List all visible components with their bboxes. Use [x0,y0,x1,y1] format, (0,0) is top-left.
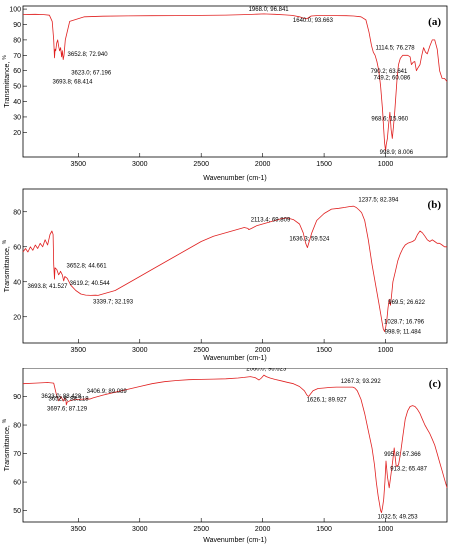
x-tick-label: 2500 [193,526,209,533]
peak-annotation: 1114.5; 76.278 [375,46,415,52]
peak-annotation: 913.2; 65.487 [390,466,427,472]
y-tick-label: 20 [13,314,21,321]
peak-annotation: 3697.6; 87.129 [47,407,88,413]
panel-label: (c) [429,378,442,390]
x-tick-label: 2500 [193,161,209,168]
peak-annotation: 3693.8; 41.527 [27,284,68,290]
peak-annotation: 1636.3; 59.524 [289,237,330,243]
y-axis-unit: % [2,418,8,423]
x-tick-label: 1000 [378,347,394,354]
y-tick-label: 80 [13,423,21,430]
y-axis-label: Transmittance, % [2,239,11,292]
y-tick-label: 60 [13,244,21,251]
peak-annotation: 1626.1; 89.927 [307,398,348,404]
x-tick-label: 3000 [132,347,148,354]
peak-annotation: 790.2; 63.641 [371,69,408,75]
x-tick-label: 1500 [316,347,332,354]
peak-annotation: 3693.8; 68.414 [52,80,93,86]
y-tick-label: 50 [13,84,21,91]
spectrum-line [22,13,448,152]
y-tick-label: 70 [13,451,21,458]
peak-annotation: 1028.7; 16.796 [384,319,425,325]
y-axis-unit: % [2,55,8,60]
peak-annotation: 995.8; 67.366 [384,452,421,458]
peak-annotation: 3623.0; 88.428 [41,394,82,400]
x-axis-label: Wavenumber (cm-1) [203,537,267,544]
y-tick-label: 50 [13,508,21,515]
plot-frame [22,188,448,344]
panel-label: (a) [428,16,441,28]
y-tick-label: 60 [13,68,21,75]
x-tick-label: 2000 [255,347,271,354]
spectrum-panel-a: 3500 3000 2500 2000 1500 1000 20 30 40 50 60 70 80 90… [2,5,448,182]
y-tick-label: 30 [13,114,21,121]
peak-annotation: 1267.3; 93.292 [341,379,382,385]
x-tick-label: 2000 [255,526,271,533]
x-tick-label: 1500 [316,161,332,168]
x-tick-label: 1500 [316,526,332,533]
peak-annotation: 3652.8; 88.218 [49,397,90,403]
x-axis-label: Wavenumber (cm-1) [203,175,267,182]
x-tick-label: 3500 [71,526,87,533]
peak-annotation: 3652.8; 72.940 [68,52,109,58]
peak-annotation: 1032.5; 49.253 [378,515,419,521]
y-axis-label: Transmittance, % [2,55,11,108]
peak-annotation: 749.2; 60.086 [374,76,411,82]
spectrum-line [22,374,448,514]
spectrum-line [22,205,447,333]
peak-annotation: 3339.7; 32.193 [93,299,134,305]
peak-annotation: 998.9; 11.484 [385,330,422,336]
peak-annotation: 998.9; 8.006 [380,150,414,156]
y-tick-label: 40 [13,279,21,286]
x-tick-label: 1000 [378,161,394,168]
x-tick-label: 2000 [255,161,271,168]
y-axis-label: Transmittance, % [2,418,11,471]
plot-frame [22,368,448,523]
y-tick-label: 80 [13,209,21,216]
y-tick-label: 40 [13,99,21,106]
spectrum-panel-c: 3500 3000 2500 2000 1500 1000 50 60 70 80 90 Wavenu… [2,368,448,544]
panel-label: (b) [428,199,442,211]
peak-annotation: 1237.5; 82.394 [358,198,399,204]
x-tick-label: 3000 [132,526,148,533]
peak-annotation: 3623.0; 67.196 [71,71,112,77]
peak-annotation: 2060.0; 96.623 [246,368,287,373]
peak-annotation: 3619.2; 40.544 [70,281,111,287]
peak-annotation: 1968.0; 96.841 [249,7,290,13]
peak-annotation: 969.5; 26.622 [388,300,425,306]
peak-annotation: 968.6; 15.960 [371,117,408,123]
y-tick-label: 60 [13,480,21,487]
x-tick-label: 1000 [378,526,394,533]
x-tick-label: 3500 [71,347,87,354]
y-tick-label: 100 [9,7,21,14]
x-axis-label: Wavenumber (cm-1) [203,355,267,362]
y-tick-label: 90 [13,22,21,29]
y-tick-label: 90 [13,394,21,401]
x-tick-label: 3000 [132,161,148,168]
x-tick-label: 2500 [193,347,209,354]
peak-annotation: 3652.8; 44.661 [67,264,108,270]
y-tick-label: 20 [13,130,21,137]
y-tick-label: 70 [13,53,21,60]
peak-annotation: 2113.4; 69.809 [251,218,291,224]
peak-annotation: 3406.9; 89.089 [87,389,128,395]
peak-annotation: 1640.0; 93.663 [293,18,334,24]
plot-frame [22,5,448,158]
y-tick-label: 80 [13,37,21,44]
spectrum-panel-b: 3500 3000 2500 2000 1500 1000 20 40 60 80 Wavenumb… [2,188,448,362]
y-axis-unit: % [2,239,8,244]
x-tick-label: 3500 [71,161,87,168]
